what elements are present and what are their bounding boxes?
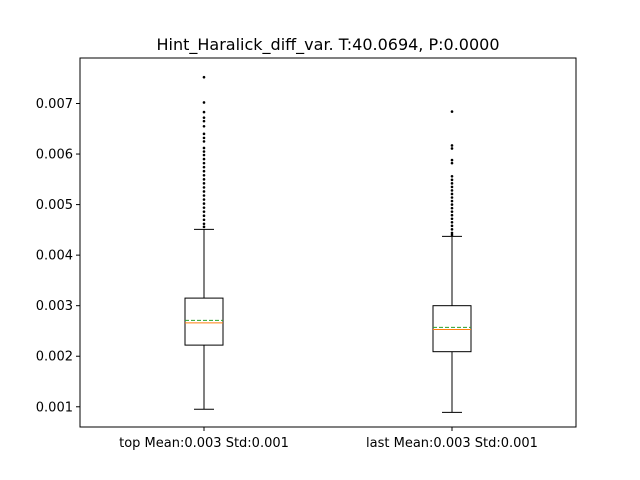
y-tick-label: 0.004 [36,249,73,264]
x-tick-label: top Mean:0.003 Std:0.001 [119,436,289,451]
outlier-point [202,140,206,143]
y-tick-label: 0.005 [36,198,73,213]
outlier-point [450,228,454,231]
y-tick-label: 0.006 [36,148,73,163]
outlier-point [202,198,206,201]
outlier-point [202,225,206,229]
outlier-point [202,136,206,140]
outlier-point [202,169,206,173]
outlier-point [202,222,206,226]
outlier-point [202,132,206,136]
outlier-point [202,182,206,185]
axes-frame [79,57,577,428]
outlier-point [450,210,454,213]
outlier-point [450,147,454,150]
outlier-point [202,165,206,169]
outlier-point [450,178,454,182]
outlier-point [450,203,454,206]
outlier-point [202,116,206,119]
outlier-point [450,224,454,228]
outlier-point [450,189,454,192]
chart-title: Hint_Haralick_diff_var. T:40.0694, P:0.0… [156,35,499,55]
outlier-point [450,144,454,147]
outlier-point [450,158,454,162]
outlier-point [202,157,206,161]
y-tick-label: 0.003 [36,299,73,314]
outlier-point [202,194,206,197]
outlier-point [450,110,454,113]
plot-area: 0.001 0.002 0.003 0.004 0.005 0.006 0.007 top M… [36,75,538,451]
outlier-point [450,220,454,224]
outlier-point [202,119,206,123]
outlier-point [202,173,206,177]
outlier-point [450,182,454,185]
y-tick-label: 0.001 [36,400,73,415]
outlier-point [202,153,206,157]
outlier-point [202,110,206,114]
outlier-point [202,214,206,218]
outlier-point [450,233,454,237]
y-tick-label: 0.007 [36,97,73,112]
outlier-point [450,161,454,165]
outlier-point [450,199,454,203]
y-tick-label: 0.002 [36,350,73,365]
x-tick-label: last Mean:0.003 Std:0.001 [366,436,538,451]
box-iqr [432,305,472,353]
outlier-point [202,124,206,128]
outlier-point [202,150,206,153]
outlier-point [202,210,206,213]
outlier-point [450,192,454,196]
outlier-point [450,174,454,178]
outlier-point [450,206,454,210]
outlier-point [202,206,206,209]
outlier-point [202,75,206,79]
outlier-point [450,217,454,221]
outlier-point [202,190,206,193]
outlier-point [202,146,206,150]
outlier-point [450,231,454,235]
outlier-point [202,186,206,189]
outlier-point [202,202,206,205]
outlier-point [202,101,206,104]
box-iqr [184,297,224,346]
outlier-point [202,218,206,222]
outlier-point [450,185,454,189]
outlier-point [202,178,206,181]
outlier-point [450,213,454,217]
outlier-point [450,196,454,199]
outlier-point [202,161,206,165]
